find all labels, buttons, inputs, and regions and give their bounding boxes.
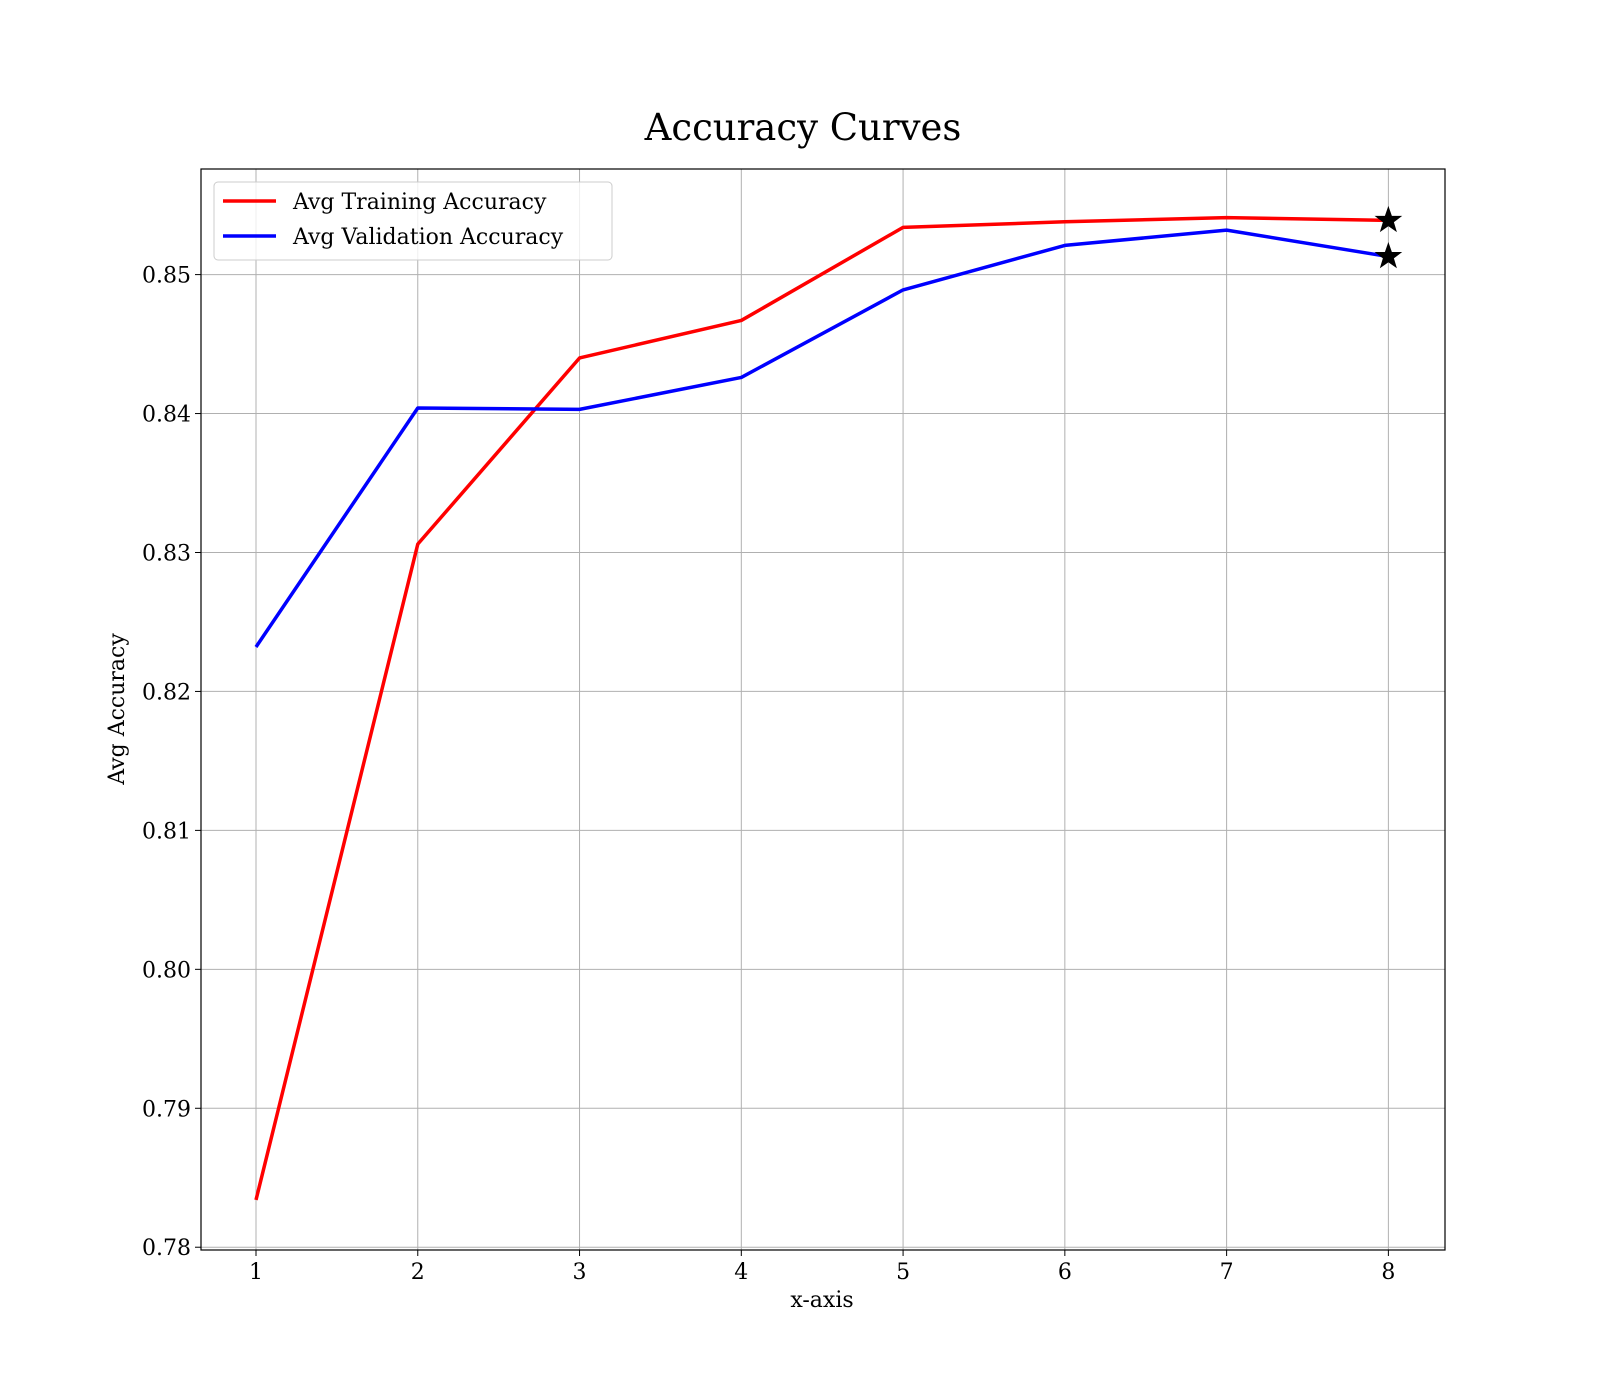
grid-layer (201, 169, 1445, 1250)
x-tick-label: 2 (411, 1260, 425, 1285)
y-axis-label: Avg Accuracy (105, 633, 130, 786)
y-tick-label: 0.83 (142, 541, 191, 566)
x-tick-label: 3 (573, 1260, 587, 1285)
x-tick-label: 4 (734, 1260, 748, 1285)
legend-label-validation: Avg Validation Accuracy (292, 225, 564, 250)
x-tick-label: 1 (249, 1260, 263, 1285)
series-line-training (254, 215, 1389, 1201)
plot-area-frame (200, 168, 1446, 1251)
end-marker-layer (1374, 205, 1403, 269)
x-axis-label: x-axis (790, 1288, 853, 1313)
y-tick-label: 0.81 (142, 819, 191, 844)
star-marker-validation (1374, 242, 1403, 269)
y-tick-label: 0.79 (142, 1097, 191, 1122)
y-tick-label: 0.84 (142, 403, 191, 428)
x-tick-layer: 1 2 3 4 5 6 7 8 (249, 1250, 1395, 1285)
x-tick-label: 8 (1381, 1260, 1395, 1285)
x-tick-label: 7 (1220, 1260, 1234, 1285)
chart-title: Accuracy Curves (644, 106, 962, 149)
series-line-validation (254, 228, 1389, 648)
y-tick-label: 0.85 (142, 264, 191, 289)
y-tick-layer: 0.78 0.79 0.80 0.81 0.82 0.83 0.84 0.85 (142, 264, 201, 1261)
star-marker-training (1374, 205, 1403, 233)
legend-box (213, 181, 613, 261)
series-layer (254, 215, 1389, 1201)
legend-label-training: Avg Training Accuracy (292, 190, 547, 215)
y-tick-label: 0.80 (142, 958, 191, 983)
y-tick-label: 0.78 (142, 1236, 191, 1261)
legend: Avg Training Accuracy Avg Validation Acc… (213, 181, 613, 261)
x-tick-label: 6 (1058, 1260, 1072, 1285)
y-tick-label: 0.82 (142, 680, 191, 705)
x-tick-label: 5 (896, 1260, 910, 1285)
